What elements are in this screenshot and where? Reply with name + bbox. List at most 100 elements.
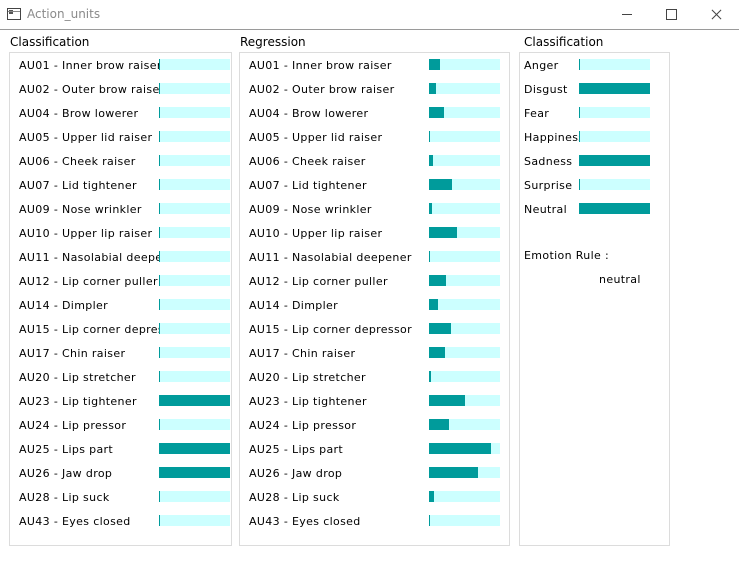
au-classification-row: AU09 - Nose wrinkler — [10, 200, 231, 224]
emotion-row-bar-fill — [579, 83, 650, 94]
au-regression-row: AU10 - Upper lip raiser — [240, 224, 509, 248]
au-regression-row: AU02 - Outer brow raiser — [240, 80, 509, 104]
au-classification-row-label: AU10 - Upper lip raiser — [19, 227, 153, 240]
au-regression-row-bar — [429, 275, 500, 286]
au-regression-row-bar — [429, 491, 500, 502]
au-regression-row-bar-fill — [429, 59, 440, 70]
au-regression-row: AU20 - Lip stretcher — [240, 368, 509, 392]
au-classification-row-bar — [159, 107, 230, 118]
maximize-icon[interactable] — [648, 0, 694, 30]
au-regression-row-bar-fill — [429, 203, 432, 214]
au-regression-row-label: AU02 - Outer brow raiser — [249, 83, 395, 96]
au-classification-row-bar-fill — [159, 155, 160, 166]
au-classification-row: AU26 - Jaw drop — [10, 464, 231, 488]
emotion-row: Happiness — [520, 128, 669, 152]
au-regression-row-bar — [429, 323, 500, 334]
au-regression-row-bar — [429, 515, 500, 526]
au-regression-row-bar-fill — [429, 347, 446, 358]
au-regression-row: AU05 - Upper lid raiser — [240, 128, 509, 152]
au-classification-row-bar — [159, 371, 230, 382]
au-classification-row-bar-fill — [159, 275, 160, 286]
au-regression-panel: AU01 - Inner brow raiser AU02 - Outer bro… — [239, 52, 510, 546]
au-regression-row-bar-fill — [429, 227, 457, 238]
au-regression-row-label: AU04 - Brow lowerer — [249, 107, 369, 120]
close-icon[interactable] — [694, 0, 739, 30]
au-regression-row: AU09 - Nose wrinkler — [240, 200, 509, 224]
au-classification-row-bar — [159, 83, 230, 94]
au-regression-row-label: AU05 - Upper lid raiser — [249, 131, 383, 144]
au-regression-row: AU06 - Cheek raiser — [240, 152, 509, 176]
au-classification-row-bar — [159, 515, 230, 526]
au-classification-row-label: AU05 - Upper lid raiser — [19, 131, 153, 144]
au-classification-row-label: AU24 - Lip pressor — [19, 419, 127, 432]
minimize-icon[interactable] — [604, 0, 650, 30]
au-regression-row-bar — [429, 107, 500, 118]
au-classification-row-bar-fill — [159, 251, 160, 262]
au-regression-row-bar-fill — [429, 419, 449, 430]
au-classification-row-label: AU25 - Lips part — [19, 443, 114, 456]
au-classification-row: AU10 - Upper lip raiser — [10, 224, 231, 248]
au-classification-row-label: AU12 - Lip corner puller — [19, 275, 158, 288]
au-classification-row-bar — [159, 299, 230, 310]
emotion-rule-label: Emotion Rule : — [524, 249, 610, 262]
au-classification-row-label: AU06 - Cheek raiser — [19, 155, 136, 168]
au-classification-row: AU12 - Lip corner puller — [10, 272, 231, 296]
au-regression-row-label: AU14 - Dimpler — [249, 299, 339, 312]
emotion-row-bar — [579, 107, 650, 118]
au-classification-row-bar — [159, 251, 230, 262]
emotion-row-label: Sadness — [524, 155, 573, 168]
title-bar[interactable]: Action_units — [0, 0, 739, 30]
au-regression-row-bar-fill — [429, 155, 434, 166]
emotion-row-bar-fill — [579, 59, 580, 70]
emotion-row-bar — [579, 179, 650, 190]
emotion-row-bar — [579, 155, 650, 166]
au-regression-row-label: AU09 - Nose wrinkler — [249, 203, 372, 216]
au-classification-row-bar-fill — [159, 83, 160, 94]
au-regression-row-label: AU20 - Lip stretcher — [249, 371, 366, 384]
emotion-row: Anger — [520, 56, 669, 80]
au-regression-row-bar — [429, 155, 500, 166]
au-classification-row-label: AU09 - Nose wrinkler — [19, 203, 142, 216]
au-classification-row-bar — [159, 203, 230, 214]
au-regression-row: AU23 - Lip tightener — [240, 392, 509, 416]
au-classification-row-bar-fill — [159, 299, 160, 310]
au-classification-row-label: AU23 - Lip tightener — [19, 395, 137, 408]
au-classification-row-bar — [159, 347, 230, 358]
emotion-rule-value: neutral — [599, 273, 641, 286]
au-classification-row-label: AU02 - Outer brow raiser — [19, 83, 165, 96]
au-regression-row-bar — [429, 443, 500, 454]
au-classification-title: Classification — [10, 35, 90, 49]
au-regression-row-bar-fill — [429, 467, 478, 478]
au-classification-row-label: AU28 - Lip suck — [19, 491, 110, 504]
au-classification-row-label: AU01 - Inner brow raiser — [19, 59, 162, 72]
au-classification-row-bar-fill — [159, 419, 160, 430]
au-classification-row-label: AU11 - Nasolabial deepener — [19, 251, 168, 264]
au-regression-row: AU17 - Chin raiser — [240, 344, 509, 368]
au-classification-row-bar — [159, 59, 230, 70]
au-regression-row: AU28 - Lip suck — [240, 488, 509, 512]
au-regression-row-bar — [429, 371, 500, 382]
au-classification-row: AU20 - Lip stretcher — [10, 368, 231, 392]
au-regression-row: AU15 - Lip corner depressor — [240, 320, 509, 344]
au-classification-row-bar-fill — [159, 179, 160, 190]
au-regression-row-bar-fill — [429, 323, 451, 334]
au-regression-row: AU25 - Lips part — [240, 440, 509, 464]
au-regression-row-label: AU28 - Lip suck — [249, 491, 340, 504]
au-regression-row-label: AU07 - Lid tightener — [249, 179, 367, 192]
au-regression-row-label: AU43 - Eyes closed — [249, 515, 361, 528]
au-regression-row-label: AU23 - Lip tightener — [249, 395, 367, 408]
au-classification-row-label: AU04 - Brow lowerer — [19, 107, 139, 120]
au-classification-row-bar-fill — [159, 395, 230, 406]
au-classification-row-bar — [159, 227, 230, 238]
au-regression-title: Regression — [240, 35, 306, 49]
au-classification-row-bar-fill — [159, 131, 160, 142]
au-classification-row-bar-fill — [159, 347, 160, 358]
au-regression-row-bar — [429, 131, 500, 142]
au-regression-row: AU11 - Nasolabial deepener — [240, 248, 509, 272]
au-regression-row-label: AU12 - Lip corner puller — [249, 275, 388, 288]
au-classification-row-bar-fill — [159, 323, 160, 334]
au-regression-row-bar-fill — [429, 107, 444, 118]
au-regression-row-bar-fill — [429, 251, 430, 262]
au-regression-row: AU01 - Inner brow raiser — [240, 56, 509, 80]
au-regression-row-bar — [429, 395, 500, 406]
